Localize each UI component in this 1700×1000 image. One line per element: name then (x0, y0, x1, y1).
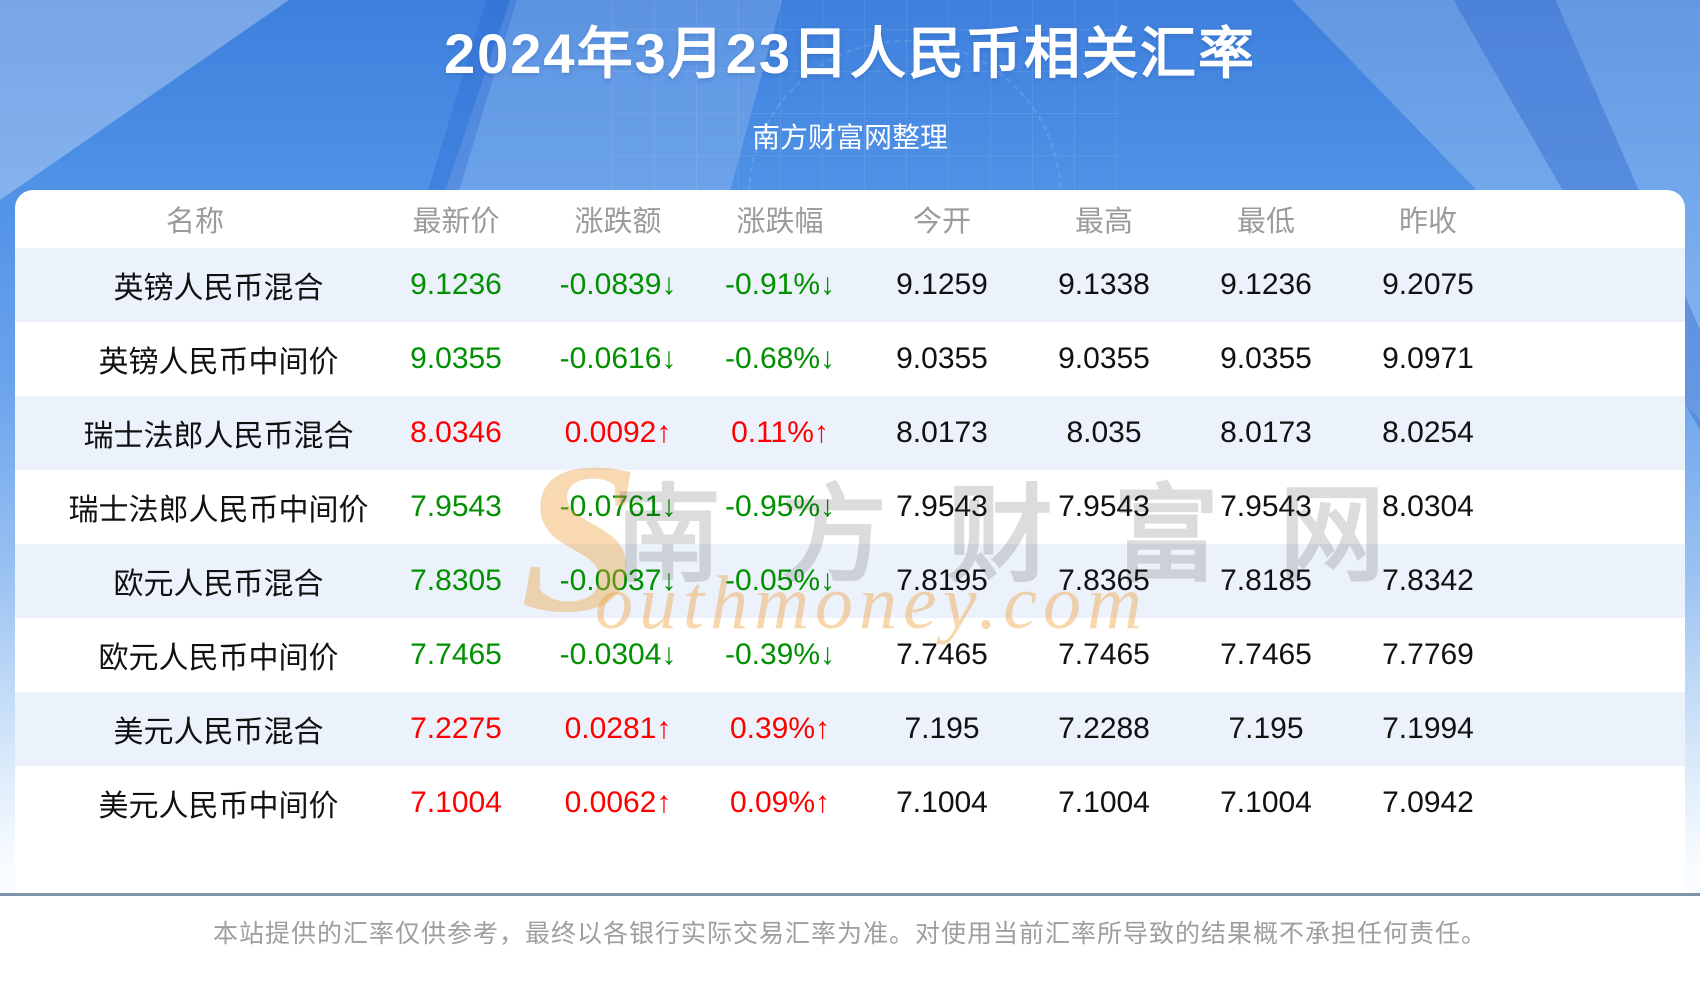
cell-latest: 8.0346 (410, 416, 502, 449)
cell-latest: 7.1004 (410, 786, 502, 819)
cell-name: 美元人民币中间价 (98, 790, 339, 823)
cell-prev-close: 7.7769 (1382, 638, 1474, 671)
cell-spacer (1509, 618, 1685, 692)
table-row: 美元人民币中间价 7.1004 0.0062↑ 0.09%↑ 7.1004 7.1004 7… (15, 766, 1685, 840)
col-header-spacer (1509, 190, 1685, 248)
table-row: 英镑人民币中间价 9.0355 -0.0616↓ -0.68%↓ 9.0355 9.035… (15, 322, 1685, 396)
cell-latest: 9.1236 (410, 268, 502, 301)
disclaimer-text: 本站提供的汇率仅供参考，最终以各银行实际交易汇率为准。对使用当前汇率所导致的结果… (212, 920, 1487, 948)
table-row: 美元人民币混合 7.2275 0.0281↑ 0.39%↑ 7.195 7.2288 7.1… (15, 692, 1685, 766)
cell-open: 7.8195 (896, 564, 988, 597)
cell-low: 7.1004 (1220, 786, 1312, 819)
cell-change: -0.0616↓ (559, 342, 677, 375)
cell-name: 瑞士法郎人民币混合 (83, 420, 354, 453)
cell-change-pct: -0.68%↓ (724, 342, 836, 375)
cell-change-pct: -0.05%↓ (724, 564, 836, 597)
cell-spacer (1509, 766, 1685, 840)
cell-latest: 7.7465 (410, 638, 502, 671)
cell-open: 8.0173 (896, 416, 988, 449)
cell-high: 7.2288 (1058, 712, 1150, 745)
cell-change: -0.0839↓ (559, 268, 677, 301)
cell-open: 9.1259 (896, 268, 988, 301)
cell-prev-close: 7.0942 (1382, 786, 1474, 819)
cell-prev-close: 8.0304 (1382, 490, 1474, 523)
cell-latest: 7.8305 (410, 564, 502, 597)
cell-low: 9.1236 (1220, 268, 1312, 301)
cell-high: 7.9543 (1058, 490, 1150, 523)
cell-name: 欧元人民币中间价 (98, 642, 339, 675)
cell-low: 7.9543 (1220, 490, 1312, 523)
col-header: 名称 (165, 206, 224, 238)
cell-spacer (1509, 692, 1685, 766)
rates-card: 名称 最新价 涨跌额 涨跌幅 今开 最高 最低 昨收 英镑人民币混合 9.1236 -0.0839… (15, 190, 1685, 893)
rates-table: 名称 最新价 涨跌额 涨跌幅 今开 最高 最低 昨收 英镑人民币混合 9.1236 -0.0839… (15, 190, 1685, 840)
cell-change-pct: -0.39%↓ (724, 638, 836, 671)
cell-change: -0.0304↓ (559, 638, 677, 671)
cell-spacer (1509, 322, 1685, 396)
cell-change-pct: -0.95%↓ (724, 490, 836, 523)
cell-open: 9.0355 (896, 342, 988, 375)
cell-low: 7.7465 (1220, 638, 1312, 671)
cell-high: 9.1338 (1058, 268, 1150, 301)
cell-prev-close: 9.0971 (1382, 342, 1474, 375)
cell-open: 7.195 (904, 712, 980, 745)
cell-spacer (1509, 396, 1685, 470)
cell-high: 7.8365 (1058, 564, 1150, 597)
rate-table-body: 英镑人民币混合 9.1236 -0.0839↓ -0.91%↓ 9.1259 9.1338… (15, 248, 1685, 840)
banner: 2024年3月23日人民币相关汇率 南方财富网整理 (0, 0, 1700, 156)
cell-low: 9.0355 (1220, 342, 1312, 375)
cell-prev-close: 8.0254 (1382, 416, 1474, 449)
col-header: 涨跌幅 (736, 206, 824, 238)
cell-low: 8.0173 (1220, 416, 1312, 449)
table-row: 欧元人民币中间价 7.7465 -0.0304↓ -0.39%↓ 7.7465 7.746… (15, 618, 1685, 692)
table-row: 瑞士法郎人民币中间价 7.9543 -0.0761↓ -0.95%↓ 7.9543 7.9… (15, 470, 1685, 544)
cell-prev-close: 7.1994 (1382, 712, 1474, 745)
cell-latest: 7.9543 (410, 490, 502, 523)
col-header: 最低 (1236, 206, 1295, 238)
cell-name: 瑞士法郎人民币中间价 (68, 494, 369, 527)
col-header: 最新价 (412, 206, 500, 238)
cell-change-pct: 0.39%↑ (729, 712, 831, 745)
table-header-row: 名称 最新价 涨跌额 涨跌幅 今开 最高 最低 昨收 (15, 190, 1685, 248)
cell-name: 英镑人民币混合 (113, 272, 324, 305)
cell-name: 欧元人民币混合 (113, 568, 324, 601)
cell-name: 美元人民币混合 (113, 716, 324, 749)
cell-latest: 7.2275 (410, 712, 502, 745)
page-footer: 本站提供的汇率仅供参考，最终以各银行实际交易汇率为准。对使用当前汇率所导致的结果… (0, 893, 1700, 1000)
cell-change: 0.0062↑ (564, 786, 672, 819)
cell-latest: 9.0355 (410, 342, 502, 375)
cell-open: 7.9543 (896, 490, 988, 523)
page-subtitle: 南方财富网整理 (751, 122, 948, 153)
cell-name: 英镑人民币中间价 (98, 346, 339, 379)
cell-change: 0.0092↑ (564, 416, 672, 449)
col-header: 昨收 (1398, 206, 1457, 238)
cell-high: 8.035 (1066, 416, 1142, 449)
table-row: 瑞士法郎人民币混合 8.0346 0.0092↑ 0.11%↑ 8.0173 8.035 8… (15, 396, 1685, 470)
cell-change-pct: -0.91%↓ (724, 268, 836, 301)
col-header: 涨跌额 (574, 206, 662, 238)
cell-change-pct: 0.11%↑ (731, 416, 829, 449)
cell-change: -0.0761↓ (559, 490, 677, 523)
cell-change: 0.0281↑ (564, 712, 672, 745)
cell-prev-close: 9.2075 (1382, 268, 1474, 301)
cell-open: 7.1004 (896, 786, 988, 819)
cell-low: 7.195 (1228, 712, 1304, 745)
cell-change-pct: 0.09%↑ (729, 786, 831, 819)
table-row: 英镑人民币混合 9.1236 -0.0839↓ -0.91%↓ 9.1259 9.1338… (15, 248, 1685, 322)
cell-high: 7.1004 (1058, 786, 1150, 819)
cell-open: 7.7465 (896, 638, 988, 671)
cell-high: 7.7465 (1058, 638, 1150, 671)
cell-spacer (1509, 544, 1685, 618)
cell-high: 9.0355 (1058, 342, 1150, 375)
cell-spacer (1509, 248, 1685, 322)
cell-change: -0.0037↓ (559, 564, 677, 597)
col-header: 今开 (912, 206, 971, 238)
table-row: 欧元人民币混合 7.8305 -0.0037↓ -0.05%↓ 7.8195 7.8365… (15, 544, 1685, 618)
page-title: 2024年3月23日人民币相关汇率 (443, 22, 1256, 85)
cell-low: 7.8185 (1220, 564, 1312, 597)
cell-spacer (1509, 470, 1685, 544)
col-header: 最高 (1074, 206, 1133, 238)
cell-prev-close: 7.8342 (1382, 564, 1474, 597)
